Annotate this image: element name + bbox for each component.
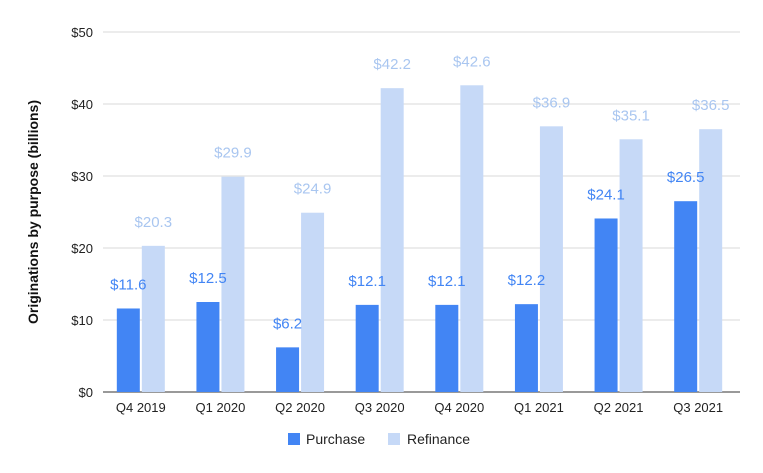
y-tick-label: $40 <box>71 97 93 112</box>
bar-value-label: $26.5 <box>667 169 705 186</box>
y-tick-label: $30 <box>71 169 93 184</box>
bar-refinance <box>301 212 325 392</box>
y-tick-label: $0 <box>79 385 93 400</box>
bar-purchase <box>674 201 698 392</box>
bar-refinance <box>619 139 643 392</box>
y-tick-label: $50 <box>71 25 93 40</box>
y-tick-label: $20 <box>71 241 93 256</box>
bar-value-label: $24.1 <box>587 186 625 203</box>
bar-purchase <box>276 347 300 392</box>
bar-value-labels: $11.6 $20.3 $12.5 $29.9 $6.2 $24.9 $12.1 $42.2 $… <box>110 53 729 332</box>
x-tick-label: Q1 2020 <box>196 400 246 415</box>
bar-purchase <box>355 304 379 392</box>
bar-purchase <box>435 304 459 392</box>
x-tick-label: Q2 2021 <box>594 400 644 415</box>
bar-value-label: $35.1 <box>612 107 650 124</box>
bar-value-label: $24.9 <box>294 181 332 198</box>
legend-label-refinance: Refinance <box>407 431 470 447</box>
y-axis-ticks: $0 $10 $20 $30 $40 $50 <box>71 25 93 400</box>
bar-value-label: $12.2 <box>508 272 546 289</box>
legend-swatch-purchase <box>288 433 300 445</box>
bar-refinance <box>699 129 723 392</box>
bar-refinance <box>380 88 404 392</box>
bar-value-label: $12.5 <box>189 270 227 287</box>
x-tick-label: Q4 2020 <box>434 400 484 415</box>
bar-purchase <box>514 304 538 392</box>
bar-purchase <box>116 308 140 392</box>
bar-purchase <box>196 302 220 392</box>
legend: Purchase Refinance <box>288 431 470 447</box>
x-axis-ticks: Q4 2019 Q1 2020 Q2 2020 Q3 2020 Q4 2020 Q1 20… <box>116 400 723 415</box>
y-axis-title: Originations by purpose (billions) <box>25 100 41 324</box>
bar-value-label: $36.5 <box>692 97 730 114</box>
bar-refinance <box>460 85 484 392</box>
bar-value-label: $29.9 <box>214 145 252 162</box>
y-tick-label: $10 <box>71 313 93 328</box>
bar-purchase <box>594 218 618 392</box>
x-tick-label: Q1 2021 <box>514 400 564 415</box>
bar-value-label: $6.2 <box>273 315 302 332</box>
bar-value-label: $11.6 <box>110 276 146 293</box>
bar-refinance <box>141 245 165 392</box>
bar-value-label: $42.2 <box>373 56 411 73</box>
bar-value-label: $36.9 <box>533 94 571 111</box>
x-tick-label: Q4 2019 <box>116 400 166 415</box>
x-tick-label: Q2 2020 <box>275 400 325 415</box>
x-tick-label: Q3 2021 <box>673 400 723 415</box>
bar-value-label: $12.1 <box>348 273 386 290</box>
bar-value-label: $12.1 <box>428 273 466 290</box>
bar-value-label: $20.3 <box>135 214 173 231</box>
bar-value-label: $42.6 <box>453 53 491 70</box>
bar-refinance <box>221 176 245 392</box>
legend-swatch-refinance <box>388 433 400 445</box>
bar-refinance <box>539 126 563 392</box>
legend-label-purchase: Purchase <box>306 431 365 447</box>
x-tick-label: Q3 2020 <box>355 400 405 415</box>
bars <box>116 85 723 392</box>
